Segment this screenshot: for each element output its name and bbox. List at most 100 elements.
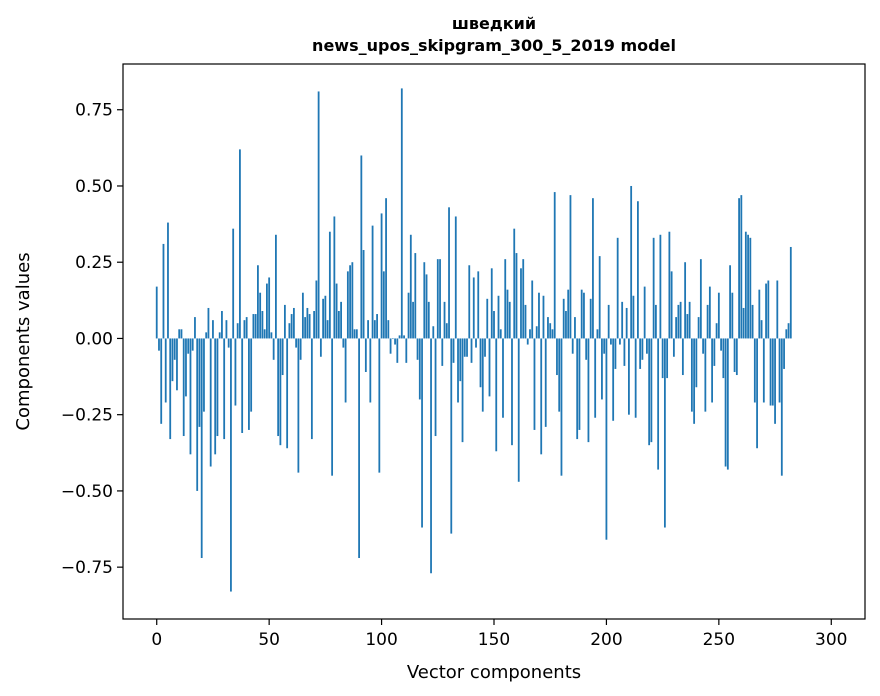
y-tick-label: −0.50 [61, 482, 113, 502]
bar-88 [353, 329, 356, 339]
bar-268 [758, 289, 761, 339]
bar-206 [619, 338, 621, 345]
bar-12 [182, 338, 185, 437]
bar-60 [290, 314, 293, 339]
bar-257 [733, 338, 736, 372]
bar-211 [630, 185, 633, 339]
bar-64 [299, 338, 302, 360]
bar-215 [639, 338, 642, 369]
bar-251 [720, 338, 722, 351]
bar-85 [346, 271, 349, 339]
x-tick-label: 200 [590, 630, 622, 650]
plot-frame [122, 63, 866, 620]
bar-222 [654, 304, 657, 339]
bar-207 [621, 301, 624, 339]
bar-71 [315, 280, 318, 339]
bar-92 [362, 250, 365, 339]
bar-220 [650, 338, 653, 443]
bar-46 [259, 292, 262, 339]
bar-226 [663, 338, 666, 528]
chart-title-line-1: шведкий [452, 14, 536, 33]
bar-101 [382, 271, 385, 339]
bar-104 [389, 338, 392, 354]
bar-190 [583, 292, 585, 339]
bar-237 [688, 301, 691, 339]
bar-141 [472, 277, 475, 339]
chart-title-line-2: news_upos_skipgram_300_5_2019 model [312, 36, 676, 55]
bar-252 [722, 338, 725, 379]
x-tick-label: 0 [151, 630, 162, 650]
bar-218 [646, 338, 648, 354]
bar-160 [515, 253, 518, 339]
bar-128 [443, 301, 446, 339]
bar-149 [490, 268, 493, 339]
bar-93 [364, 338, 367, 372]
bar-148 [488, 338, 491, 397]
bar-87 [351, 262, 354, 339]
bar-79 [333, 216, 336, 339]
bar-213 [634, 338, 637, 418]
bar-72 [317, 91, 320, 339]
bar-229 [670, 271, 673, 339]
bar-216 [641, 338, 644, 360]
bar-127 [441, 338, 444, 366]
bar-120 [425, 274, 428, 339]
bar-59 [288, 323, 291, 339]
y-tick-label: 0.75 [75, 101, 113, 121]
bar-22 [205, 332, 208, 339]
bar-223 [657, 338, 660, 470]
bar-90 [358, 338, 360, 559]
bar-69 [310, 338, 313, 440]
bar-56 [281, 338, 284, 376]
bar-137 [463, 338, 466, 357]
bar-161 [517, 338, 520, 482]
bar-110 [403, 335, 405, 339]
bar-154 [502, 338, 504, 418]
bar-68 [308, 314, 311, 339]
bar-10 [178, 329, 181, 339]
bar-39 [243, 320, 246, 339]
bar-204 [614, 338, 617, 369]
bar-162 [520, 268, 522, 339]
bar-276 [776, 280, 779, 339]
bar-147 [486, 298, 489, 339]
bar-201 [607, 304, 610, 339]
bar-178 [556, 338, 558, 376]
bar-38 [241, 338, 244, 433]
bar-164 [524, 304, 527, 339]
bar-185 [571, 338, 574, 354]
bar-134 [457, 338, 459, 403]
bar-241 [697, 317, 700, 339]
bar-217 [643, 286, 646, 339]
bar-111 [405, 338, 408, 363]
bar-277 [778, 338, 781, 403]
bar-28 [218, 332, 221, 339]
bar-81 [337, 311, 340, 339]
bar-82 [340, 301, 342, 339]
bar-258 [735, 338, 738, 376]
bar-221 [652, 237, 655, 339]
bar-51 [270, 332, 273, 339]
bar-165 [526, 338, 529, 345]
bar-11 [180, 329, 183, 339]
bar-219 [648, 338, 651, 446]
bar-259 [738, 198, 740, 339]
bar-265 [751, 304, 754, 339]
bar-29 [221, 311, 223, 339]
bar-209 [625, 307, 628, 339]
bar-65 [301, 292, 304, 339]
bar-136 [461, 338, 464, 443]
bar-114 [412, 301, 414, 339]
bar-275 [774, 338, 776, 424]
bar-9 [176, 338, 178, 391]
bar-123 [432, 326, 435, 339]
bar-187 [576, 338, 579, 440]
bar-52 [272, 338, 275, 360]
bar-55 [279, 338, 282, 446]
bar-94 [367, 320, 369, 339]
bar-249 [715, 323, 718, 339]
bar-253 [724, 338, 727, 467]
bar-48 [263, 329, 266, 339]
bar-142 [475, 338, 477, 348]
